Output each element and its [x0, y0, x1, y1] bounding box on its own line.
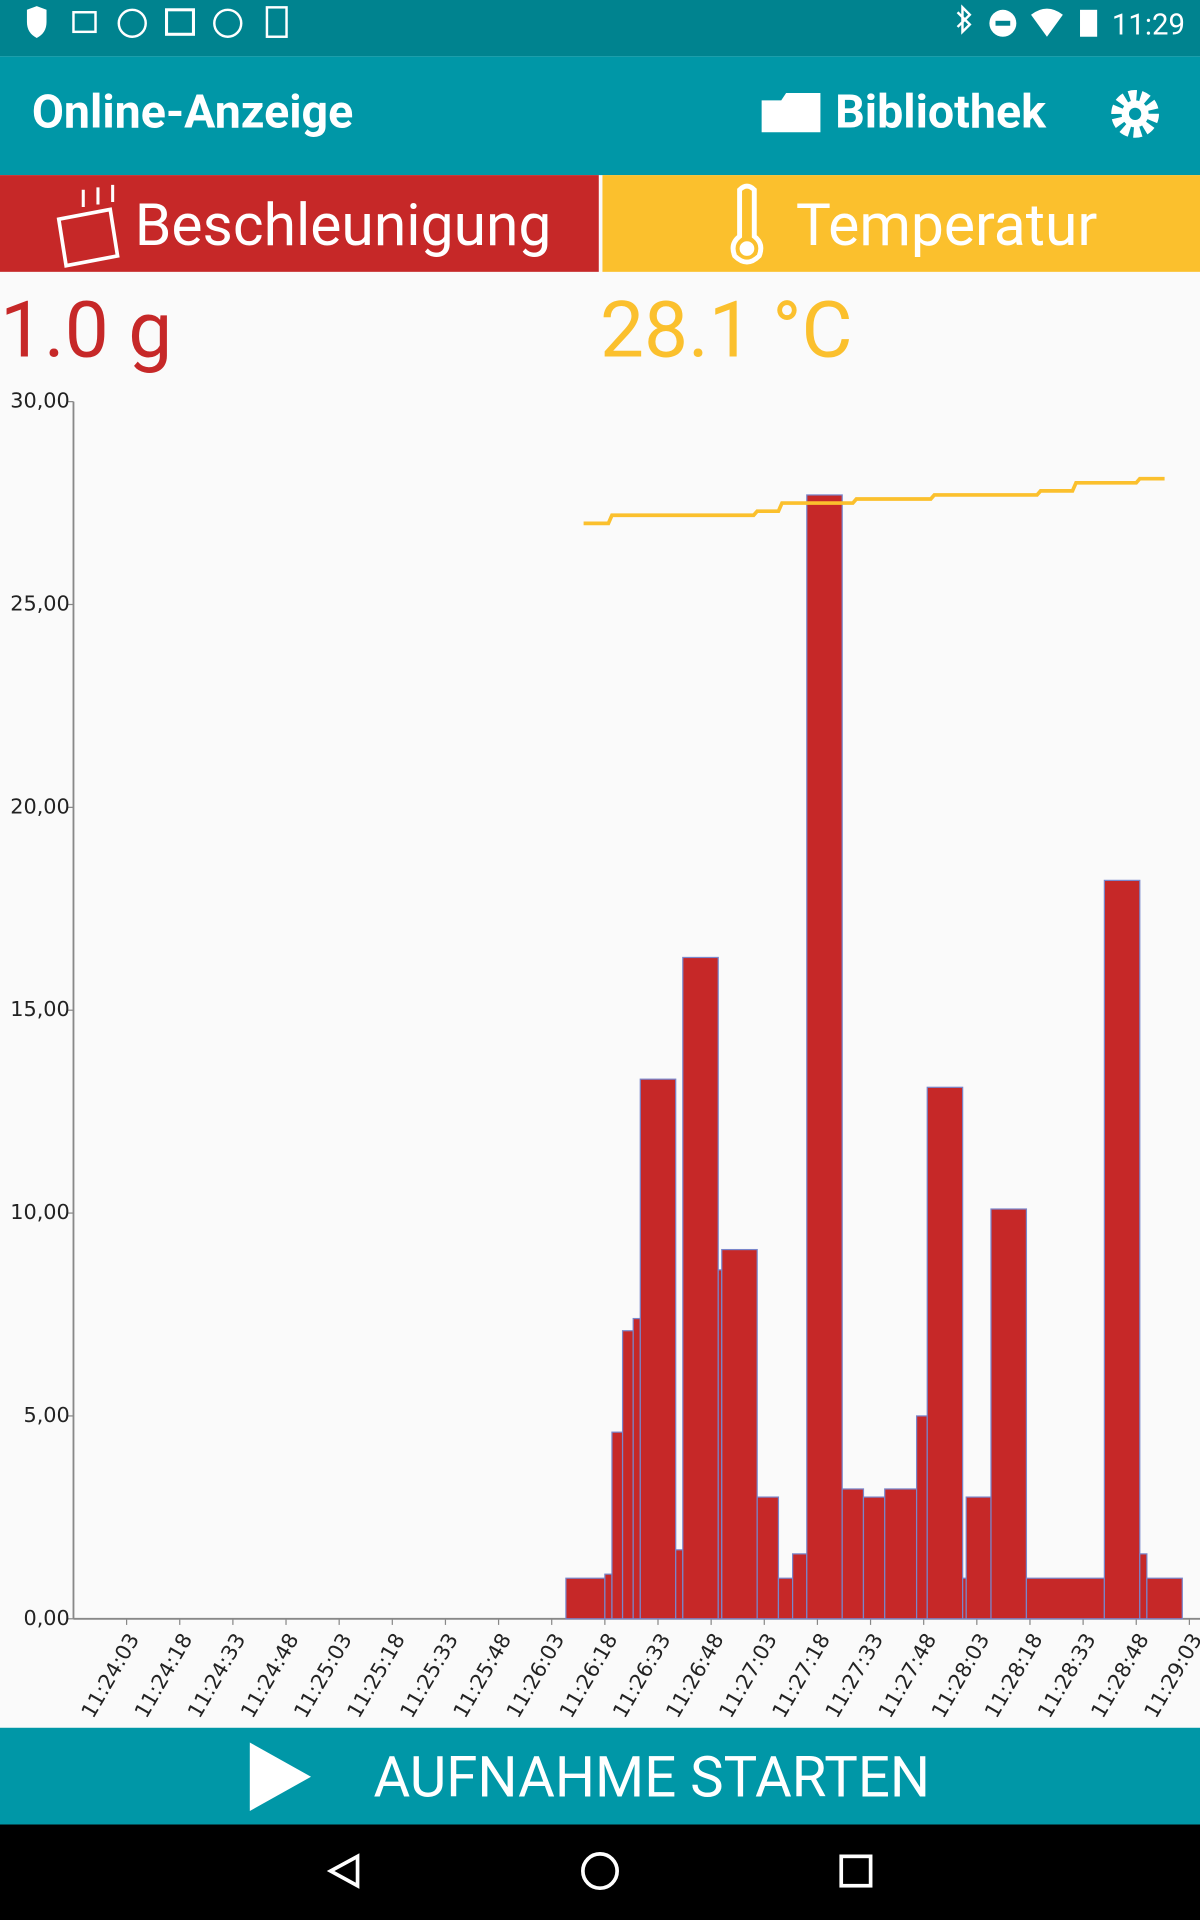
bar — [990, 1208, 1028, 1620]
bar — [604, 1573, 613, 1620]
y-tick-label: 30,00 — [10, 389, 70, 413]
bar — [777, 1577, 794, 1620]
tab-label: Temperatur — [795, 189, 1098, 260]
temperature-reading: 28.1 °C — [600, 284, 853, 376]
chart: 0,005,0010,0015,0020,0025,0030,0011:24:0… — [10, 389, 1200, 1722]
bar — [806, 494, 843, 1620]
navigation-bar — [0, 1824, 1200, 1920]
button-label: AUFNAHME STARTEN — [373, 1744, 931, 1812]
y-tick-label: 25,00 — [10, 591, 70, 615]
folder-icon[interactable] — [757, 86, 826, 137]
y-tick-label: 10,00 — [10, 1200, 70, 1224]
bar — [965, 1496, 992, 1620]
status-bar: 11:29 — [0, 0, 1200, 57]
temperature-tab[interactable]: Temperatur — [602, 175, 1200, 272]
acceleration-reading: 1.0 g — [0, 284, 173, 376]
bar — [756, 1496, 780, 1620]
bar — [792, 1553, 808, 1620]
thermometer-icon — [730, 183, 764, 265]
acceleration-icon — [56, 184, 120, 268]
recents-button[interactable] — [839, 1854, 873, 1888]
bar — [611, 1431, 624, 1620]
bar — [621, 1330, 634, 1620]
bar — [639, 1078, 677, 1620]
library-button[interactable]: Bibliothek — [835, 85, 1046, 140]
bar — [915, 1415, 928, 1620]
bar — [1146, 1577, 1183, 1620]
tab-label: Beschleunigung — [134, 189, 552, 260]
nav-icons — [326, 1852, 873, 1891]
settings-icon[interactable] — [1107, 86, 1163, 142]
acceleration-tab[interactable]: Beschleunigung — [0, 175, 599, 272]
y-tick-label: 15,00 — [10, 997, 70, 1021]
y-tick-label: 20,00 — [10, 794, 70, 818]
clock: 11:29 — [1111, 7, 1186, 42]
temperature-line — [583, 476, 1165, 526]
bar — [565, 1577, 606, 1620]
bar — [632, 1317, 641, 1620]
y-tick-label: 5,00 — [23, 1403, 69, 1427]
bar — [1025, 1577, 1105, 1620]
bar — [721, 1248, 758, 1620]
bar — [675, 1549, 684, 1620]
back-button[interactable] — [326, 1853, 360, 1889]
bar — [862, 1496, 886, 1620]
bar — [682, 956, 719, 1620]
status-icons — [26, 4, 1098, 38]
y-tick-label: 0,00 — [23, 1606, 69, 1630]
bar — [1103, 879, 1141, 1620]
bar — [841, 1488, 865, 1620]
bar — [1139, 1553, 1148, 1620]
app-bar: Online-Anzeige Bibliothek — [0, 56, 1200, 176]
play-icon — [249, 1742, 312, 1812]
app-title: Online-Anzeige — [31, 85, 354, 140]
start-recording-button[interactable]: AUFNAHME STARTEN — [0, 1727, 1200, 1825]
home-button[interactable] — [581, 1852, 619, 1891]
bar — [926, 1086, 964, 1620]
bar — [884, 1488, 918, 1620]
